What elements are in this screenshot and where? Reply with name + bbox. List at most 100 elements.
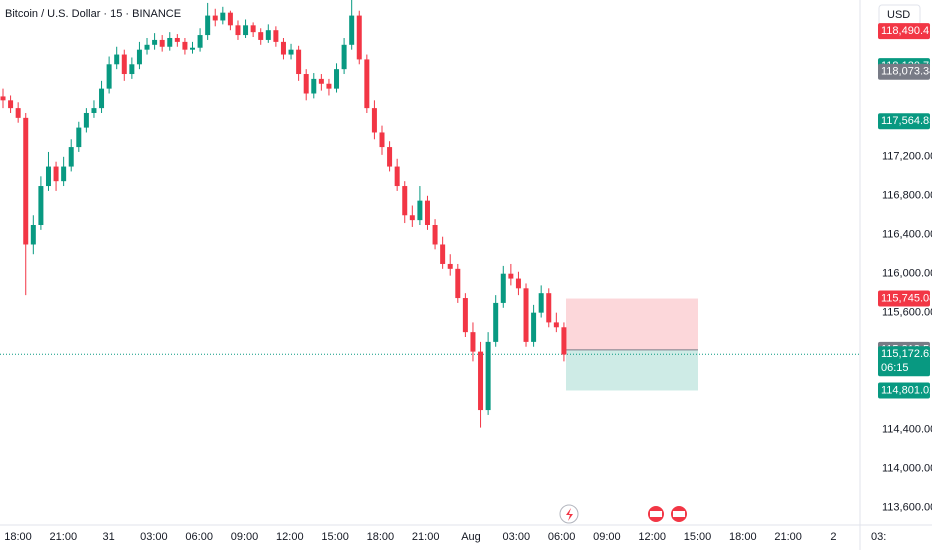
x-tick-label: 06:00 [548,531,576,543]
chart-title: Bitcoin / U.S. Dollar · 15 · BINANCE [5,8,181,20]
candle-body [53,166,59,182]
x-tick-label: 31 [102,531,114,543]
candle-body [30,225,36,245]
x-tick-label: 15:00 [684,531,712,543]
candle-body [273,30,279,42]
flag-stripe [673,511,685,517]
candle-body [205,15,211,36]
price-label-box [878,23,930,40]
candle-body [485,341,491,411]
candle-body [356,15,362,60]
x-tick-label: Aug [461,531,481,543]
candle-body [280,41,286,55]
candle-body [553,322,559,328]
candle-body [508,273,514,279]
candle-body [288,49,294,55]
candle-body [417,200,423,221]
candle-body [61,166,67,182]
y-tick-label: 116,800.00 [882,190,932,202]
x-tick-label: 18:00 [367,531,395,543]
candle-body [258,32,264,40]
price-label: 117,564.85 [881,115,932,127]
x-tick-label: 03: [871,531,886,543]
candle-body [402,186,408,216]
price-label: 114,801.02 [881,384,932,396]
candle-body [478,351,484,411]
event-icons [559,504,689,524]
x-tick-label: 21:00 [774,531,802,543]
candle-body [38,186,44,225]
candle-body [493,302,499,342]
candle-body [121,54,127,75]
y-tick-label: 114,000.00 [882,462,932,474]
candle-body [182,41,188,50]
candle-body [68,147,74,167]
price-label: 115,172.62 [881,348,932,360]
x-tick-label: 15:00 [321,531,349,543]
x-tick-label: 03:00 [503,531,531,543]
x-tick-label: 2 [830,531,836,543]
candle-body [174,37,180,42]
price-label: 118,073.34 [881,66,932,78]
currency: USD [887,9,910,21]
candle-body [220,12,226,21]
y-tick-label: 113,600.00 [882,501,932,513]
candle-body [197,35,203,48]
candle-body [15,108,21,118]
candle-body [0,96,6,101]
price-label-box [878,382,930,399]
price-label-box [878,290,930,307]
candle-body [326,83,332,89]
y-tick-label: 115,600.00 [882,307,932,319]
candle-body [531,312,537,342]
candle-body [538,293,544,313]
y-tick-label: 116,400.00 [882,229,932,241]
candle-body [349,15,355,45]
candle-body [387,147,393,167]
candle-body [212,15,218,21]
x-tick-label: 06:00 [185,531,213,543]
event-icon-glyph [566,508,573,521]
candle-body [515,278,521,289]
x-tick-label: 09:00 [231,531,259,543]
candle-body [311,78,317,94]
candle-body [45,166,51,187]
candle-body [227,12,233,26]
candle-body [303,74,309,94]
candle-body [364,59,370,109]
candle-body [523,288,529,342]
candle-body [159,39,165,47]
x-tick-label: 03:00 [140,531,168,543]
candle-body [341,44,347,70]
target-zone [566,349,698,391]
candle-body [561,327,567,355]
candle-body [462,298,468,333]
candle-body [8,100,14,109]
x-tick-label: 12:00 [638,531,666,543]
candle-body [334,69,340,89]
candle-body [114,54,120,65]
x-tick-label: 18:00 [4,531,32,543]
candle-body [91,108,97,113]
candle-body [250,25,256,33]
candle-body [152,39,158,45]
x-tick-label: 09:00 [593,531,621,543]
flag-stripe [650,511,662,517]
candle-body [265,30,271,40]
candle-body [144,44,150,50]
candle-body [106,64,112,89]
candle-body [318,78,324,84]
x-tick-label: 18:00 [729,531,757,543]
y-tick-label: 117,200.00 [882,151,932,163]
candle-body [500,273,506,303]
candle-body [167,37,173,47]
candle-body [546,293,552,323]
candle-body [379,132,385,148]
y-tick-label: 114,400.00 [882,423,932,435]
price-label: 118,490.41 [881,25,932,37]
price-label-box [878,346,930,377]
candle-body [447,263,453,269]
candle-body [409,215,415,221]
